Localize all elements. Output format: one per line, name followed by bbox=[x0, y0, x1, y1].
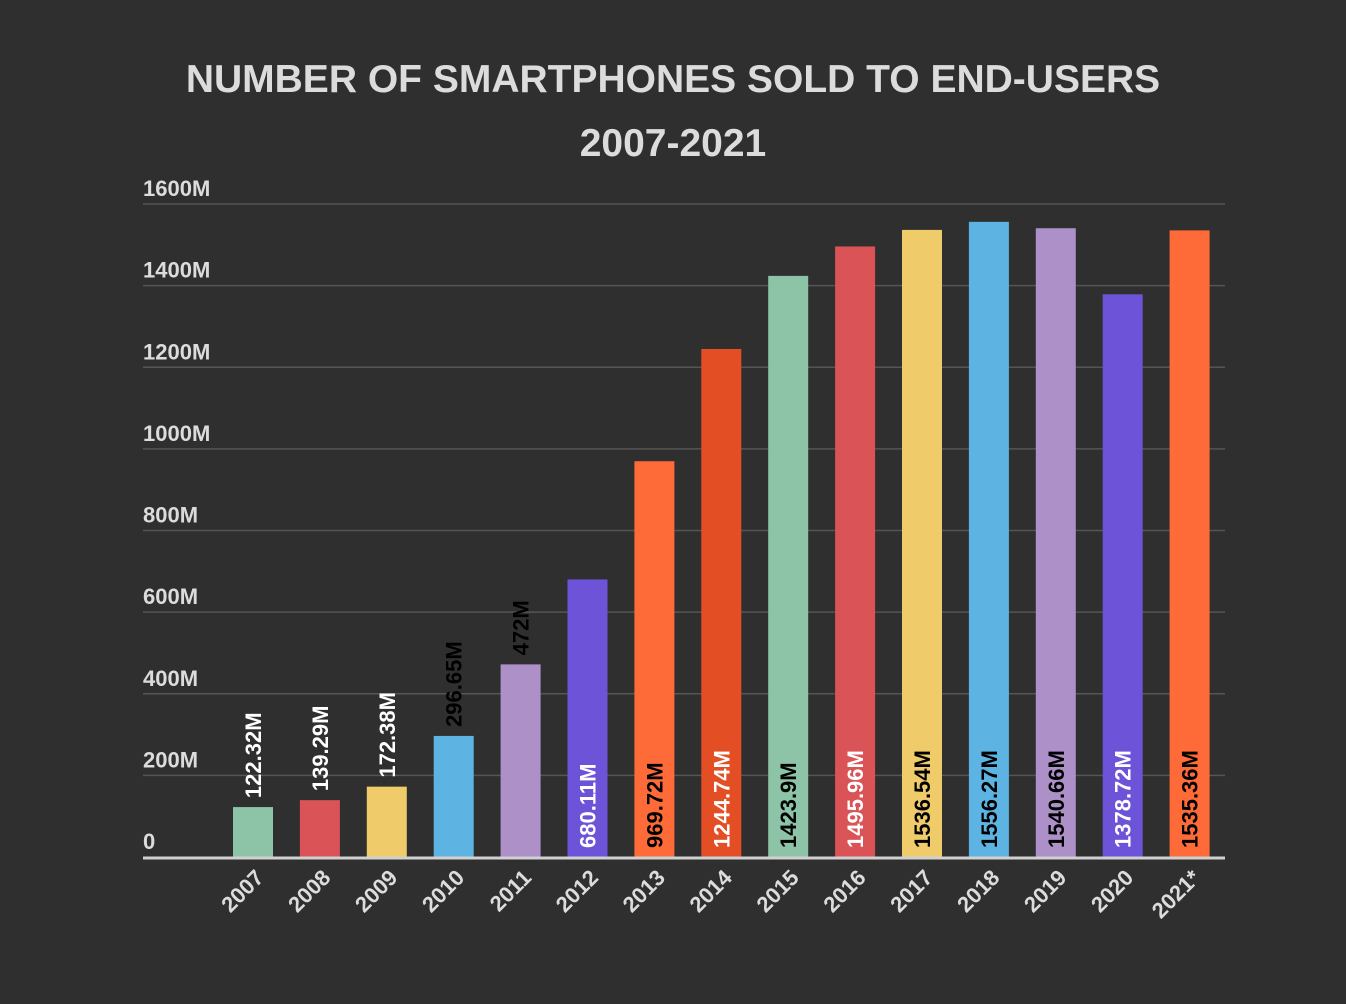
bar bbox=[902, 229, 942, 858]
x-tick-label: 2020 bbox=[1086, 865, 1138, 917]
chart-title: NUMBER OF SMARTPHONES SOLD TO END-USERS bbox=[185, 58, 1161, 101]
bar bbox=[1035, 228, 1076, 857]
y-tick-label: 0 bbox=[143, 829, 155, 854]
chart-subtitle: 2007-2021 bbox=[579, 122, 767, 165]
data-label: 139.29M bbox=[308, 706, 333, 792]
x-tick-label: 2010 bbox=[417, 865, 469, 917]
bar bbox=[500, 664, 541, 857]
data-label: 1423.9M bbox=[776, 762, 801, 848]
x-tick-label: 2016 bbox=[818, 865, 870, 917]
x-tick-label: 2012 bbox=[551, 865, 603, 917]
data-label: 472M bbox=[509, 600, 534, 655]
y-tick-label: 1000M bbox=[143, 421, 210, 446]
data-label: 1244.74M bbox=[709, 750, 734, 848]
bar bbox=[968, 221, 1009, 858]
x-tick-label: 2013 bbox=[618, 865, 670, 917]
bar bbox=[634, 461, 675, 857]
data-label: 172.38M bbox=[375, 692, 400, 778]
x-tick-label: 2014 bbox=[685, 864, 738, 917]
data-label: 122.32M bbox=[241, 712, 266, 798]
data-label: 1535.36M bbox=[1178, 750, 1203, 848]
bar bbox=[835, 246, 876, 858]
x-tick-label: 2018 bbox=[952, 865, 1004, 917]
bar bbox=[701, 348, 742, 857]
bar bbox=[233, 807, 273, 857]
x-tick-label: 2021* bbox=[1147, 865, 1206, 924]
y-tick-label: 400M bbox=[143, 666, 198, 691]
y-tick-label: 200M bbox=[143, 747, 198, 772]
bar bbox=[1102, 294, 1143, 857]
bar bbox=[567, 579, 608, 857]
bar bbox=[768, 275, 809, 857]
bar bbox=[299, 800, 340, 857]
data-label: 296.65M bbox=[442, 641, 467, 727]
data-label: 969.72M bbox=[642, 762, 667, 848]
x-tick-label: 2009 bbox=[350, 865, 402, 917]
y-tick-label: 600M bbox=[143, 584, 198, 609]
data-label: 680.11M bbox=[576, 764, 601, 848]
x-tick-label: 2007 bbox=[216, 865, 268, 917]
data-label: 1495.96M bbox=[843, 750, 868, 848]
y-tick-label: 1400M bbox=[143, 258, 210, 283]
y-tick-label: 1600M bbox=[143, 176, 210, 201]
x-tick-label: 2019 bbox=[1019, 865, 1071, 917]
x-tick-label: 2015 bbox=[751, 865, 803, 917]
y-tick-label: 1200M bbox=[143, 339, 210, 364]
x-tick-label: 2008 bbox=[283, 865, 335, 917]
bar bbox=[1169, 230, 1210, 857]
data-label: 1556.27M bbox=[977, 750, 1002, 848]
x-tick-label: 2017 bbox=[885, 865, 937, 917]
bar bbox=[366, 786, 407, 857]
data-label: 1536.54M bbox=[910, 750, 935, 848]
bar bbox=[433, 735, 474, 857]
x-tick-label: 2011 bbox=[485, 865, 536, 916]
data-label: 1378.72M bbox=[1111, 750, 1136, 848]
y-tick-label: 800M bbox=[143, 503, 198, 528]
data-label: 1540.66M bbox=[1044, 750, 1069, 848]
